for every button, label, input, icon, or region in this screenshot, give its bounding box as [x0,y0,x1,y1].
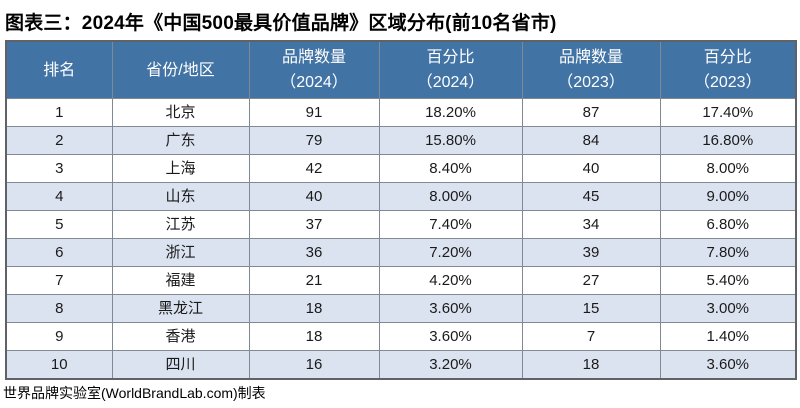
table-header: 排名 省份/地区 品牌数量 （2024） 百分比 （2024） 品牌数量 （2023）… [5,40,797,99]
cell-percentage-2023: 9.00% [659,182,797,211]
table-row: 4 山东 40 8.00% 45 9.00% [5,182,797,211]
table-row: 3 上海 42 8.40% 40 8.00% [5,154,797,183]
cell-percentage-2024: 18.20% [378,98,523,127]
cell-brand-count-2023: 15 [521,294,661,323]
header-line: （2023） [557,74,625,91]
header-line: 百分比 [426,49,475,66]
table-row: 6 浙江 36 7.20% 39 7.80% [5,238,797,267]
header-line: 品牌数量 [558,49,623,66]
cell-province: 山东 [111,182,250,211]
header-line: 排名 [43,61,76,79]
cell-brand-count-2023: 84 [521,126,661,155]
table-row: 8 黑龙江 18 3.60% 15 3.00% [5,294,797,323]
cell-percentage-2023: 1.40% [659,322,797,351]
table-row: 1 北京 91 18.20% 87 17.40% [5,98,797,127]
cell-percentage-2023: 8.00% [659,154,797,183]
cell-rank: 10 [5,350,113,380]
cell-percentage-2024: 3.60% [378,322,523,351]
header-line: 品牌数量 [281,49,346,66]
cell-brand-count-2024: 40 [248,182,380,211]
header-row: 排名 省份/地区 品牌数量 （2024） 百分比 （2024） 品牌数量 （2023）… [5,40,797,99]
cell-percentage-2024: 7.20% [378,238,523,267]
cell-percentage-2023: 5.40% [659,266,797,295]
cell-percentage-2023: 3.60% [659,350,797,380]
cell-province: 福建 [111,266,250,295]
cell-province: 上海 [111,154,250,183]
table-row: 5 江苏 37 7.40% 34 6.80% [5,210,797,239]
cell-percentage-2023: 7.80% [659,238,797,267]
column-header-percentage-2023: 百分比 （2023） [659,40,797,99]
cell-brand-count-2024: 37 [248,210,380,239]
column-header-rank: 排名 [5,40,113,99]
column-header-brand-count-2023: 品牌数量 （2023） [521,40,661,99]
cell-brand-count-2023: 45 [521,182,661,211]
cell-rank: 1 [5,98,113,127]
cell-brand-count-2023: 34 [521,210,661,239]
cell-rank: 5 [5,210,113,239]
cell-percentage-2024: 8.40% [378,154,523,183]
cell-brand-count-2024: 36 [248,238,380,267]
cell-percentage-2024: 15.80% [378,126,523,155]
cell-brand-count-2024: 79 [248,126,380,155]
cell-percentage-2024: 3.60% [378,294,523,323]
header-line: （2024） [416,74,485,91]
cell-percentage-2024: 3.20% [378,350,523,380]
cell-province: 黑龙江 [111,294,250,323]
cell-brand-count-2024: 18 [248,322,380,351]
table-body: 1 北京 91 18.20% 87 17.40% 2 广东 79 15.80% … [5,98,797,380]
cell-brand-count-2024: 91 [248,98,380,127]
cell-province: 江苏 [111,210,250,239]
column-header-province: 省份/地区 [111,40,250,99]
header-line: 省份/地区 [146,61,215,79]
cell-brand-count-2023: 40 [521,154,661,183]
table-row: 7 福建 21 4.20% 27 5.40% [5,266,797,295]
cell-rank: 8 [5,294,113,323]
source-note: 世界品牌实验室(WorldBrandLab.com)制表 [3,385,266,401]
brand-distribution-table: 排名 省份/地区 品牌数量 （2024） 百分比 （2024） 品牌数量 （2023）… [5,40,797,380]
cell-rank: 3 [5,154,113,183]
header-line: 百分比 [703,49,752,66]
cell-brand-count-2024: 16 [248,350,380,380]
cell-percentage-2023: 6.80% [659,210,797,239]
cell-province: 广东 [111,126,250,155]
cell-province: 香港 [111,322,250,351]
column-header-brand-count-2024: 品牌数量 （2024） [248,40,380,99]
header-line: （2024） [280,74,348,91]
cell-brand-count-2024: 42 [248,154,380,183]
cell-percentage-2023: 16.80% [659,126,797,155]
cell-brand-count-2024: 21 [248,266,380,295]
cell-brand-count-2023: 87 [521,98,661,127]
cell-brand-count-2023: 7 [521,322,661,351]
table-row: 10 四川 16 3.20% 18 3.60% [5,350,797,380]
header-line: （2023） [693,74,762,91]
cell-rank: 7 [5,266,113,295]
cell-brand-count-2023: 39 [521,238,661,267]
table-row: 9 香港 18 3.60% 7 1.40% [5,322,797,351]
cell-brand-count-2023: 27 [521,266,661,295]
column-header-percentage-2024: 百分比 （2024） [378,40,523,99]
cell-rank: 2 [5,126,113,155]
cell-rank: 4 [5,182,113,211]
cell-percentage-2024: 7.40% [378,210,523,239]
table-row: 2 广东 79 15.80% 84 16.80% [5,126,797,155]
cell-percentage-2023: 3.00% [659,294,797,323]
cell-percentage-2024: 4.20% [378,266,523,295]
cell-percentage-2024: 8.00% [378,182,523,211]
cell-brand-count-2023: 18 [521,350,661,380]
cell-brand-count-2024: 18 [248,294,380,323]
cell-rank: 6 [5,238,113,267]
cell-percentage-2023: 17.40% [659,98,797,127]
cell-province: 浙江 [111,238,250,267]
cell-province: 北京 [111,98,250,127]
figure-title: 图表三：2024年《中国500最具价值品牌》区域分布(前10名省市) [5,13,557,34]
cell-province: 四川 [111,350,250,380]
cell-rank: 9 [5,322,113,351]
